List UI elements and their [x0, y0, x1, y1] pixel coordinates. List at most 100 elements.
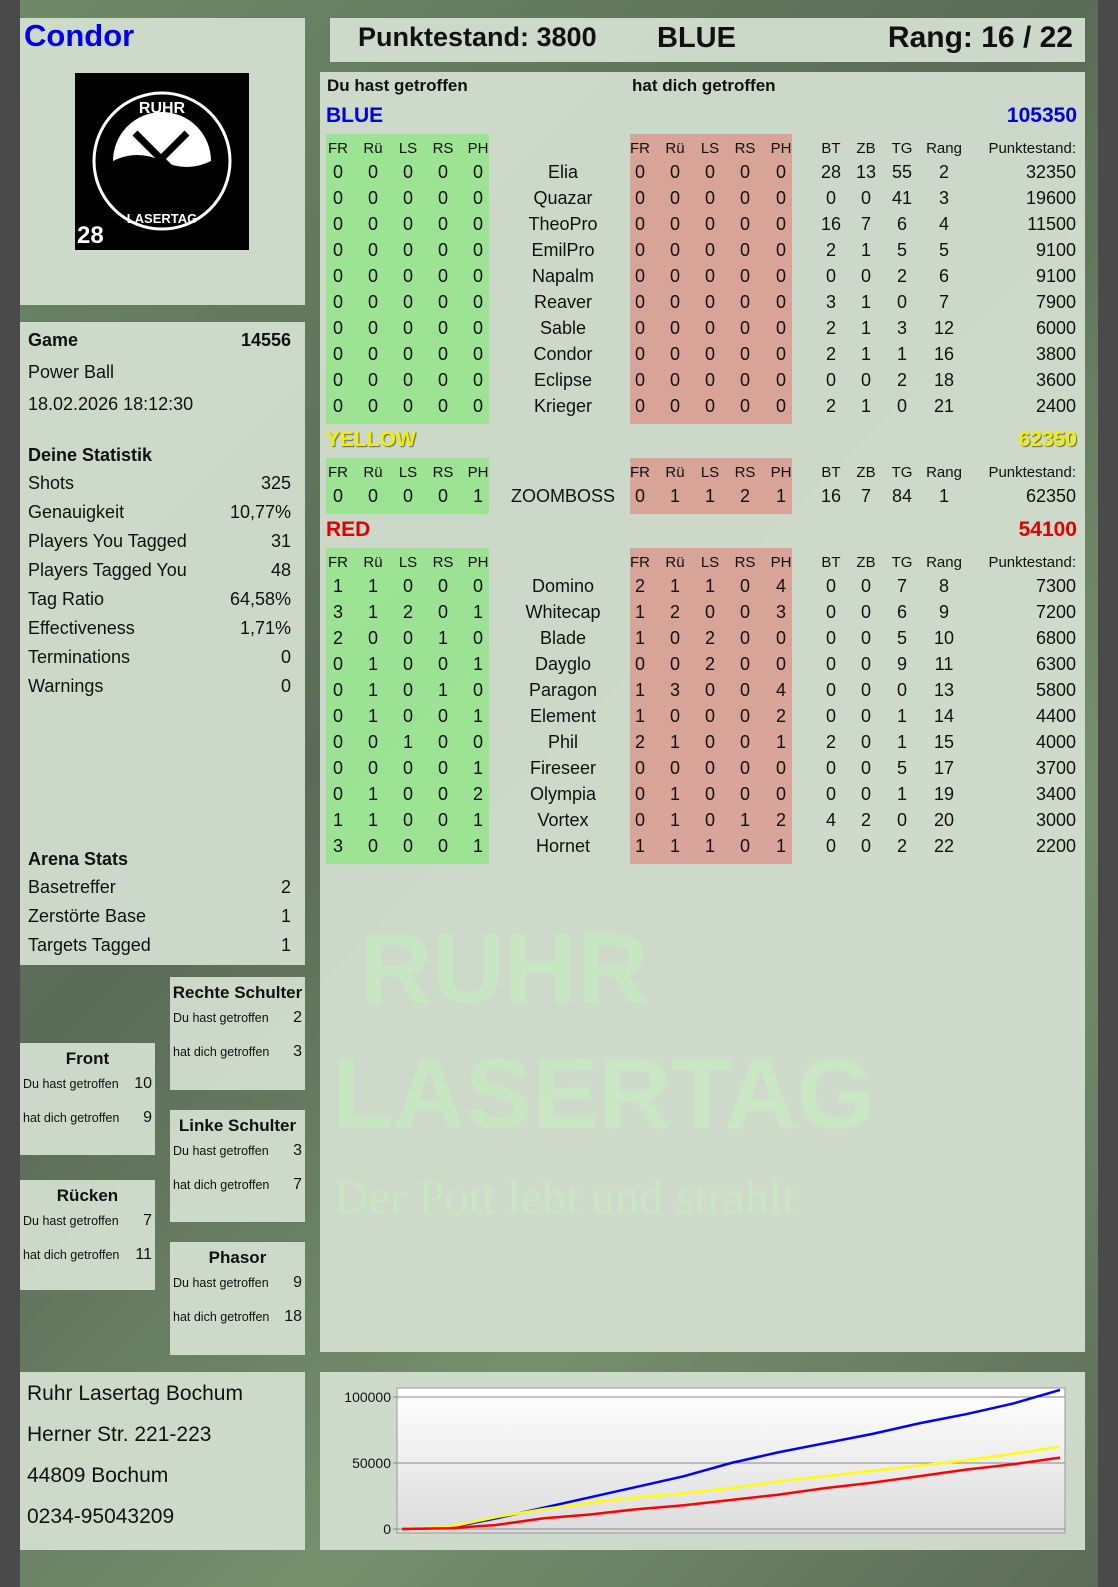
tg-cell: 5 — [896, 628, 908, 648]
you-hit-row: Du hast getroffen 10 — [23, 1075, 152, 1093]
hit-you-cell: 2 — [775, 706, 787, 726]
arena-label: Targets Tagged — [28, 935, 151, 955]
you-hit-cell: 3 — [332, 836, 344, 856]
bt-cell: 16 — [820, 214, 842, 234]
player-name[interactable]: Hornet — [535, 836, 591, 856]
hit-you-cell: 0 — [775, 344, 787, 364]
player-name[interactable]: Quazar — [533, 188, 593, 208]
tg-cell: 5 — [896, 240, 908, 260]
player-panel: Condor RUHR LASERTAG 28 — [20, 18, 305, 305]
hit-you-cell: 0 — [634, 654, 646, 674]
player-name[interactable]: Dayglo — [534, 654, 592, 674]
bt-cell: 0 — [825, 628, 837, 648]
tg-cell: 1 — [896, 344, 908, 364]
tg-cell: 0 — [896, 810, 908, 830]
you-hit-cell: 1 — [367, 654, 379, 674]
hit-you-cell: 0 — [775, 240, 787, 260]
player-name[interactable]: Sable — [539, 318, 587, 338]
arena-value: 1 — [280, 935, 291, 955]
player-name[interactable]: Blade — [539, 628, 587, 648]
you-hit-value: 3 — [293, 1142, 302, 1159]
you-hit-cell: 0 — [332, 396, 344, 416]
you-hit-cell: 0 — [437, 396, 449, 416]
you-hit-cell: 0 — [472, 576, 484, 596]
you-hit-cell: 0 — [332, 370, 344, 390]
you-hit-cell: 0 — [472, 628, 484, 648]
stat-label: Players Tagged You — [28, 560, 187, 580]
col-header: Punktestand: — [988, 554, 1076, 571]
bt-cell: 3 — [825, 292, 837, 312]
score-cell: 6800 — [1035, 628, 1076, 648]
hit-you-cell: 0 — [669, 628, 681, 648]
hit-you-cell: 1 — [669, 810, 681, 830]
hit-you-cell: 0 — [739, 344, 751, 364]
col-header: Rü — [665, 140, 685, 157]
player-name[interactable]: Paragon — [528, 680, 598, 700]
score-cell: 3600 — [1035, 370, 1076, 390]
zb-cell: 0 — [860, 784, 872, 804]
hit-you-cell: 1 — [775, 732, 787, 752]
hitzone-front: Front Du hast getroffen 10 hat dich getroff… — [20, 1043, 155, 1155]
col-header: PH — [770, 464, 792, 481]
player-name[interactable]: Whitecap — [525, 602, 601, 622]
rank-cell: 9 — [938, 602, 950, 622]
y-tick-label: 100000 — [344, 1389, 391, 1405]
player-name[interactable]: Eclipse — [533, 370, 593, 390]
header-bar: Punktestand: 3800 BLUE Rang: 16 / 22 — [330, 18, 1085, 62]
hitzone-phasor: Phasor Du hast getroffen 9 hat dich getroff… — [170, 1242, 305, 1355]
player-name[interactable]: Olympia — [529, 784, 597, 804]
hit-you-cell: 1 — [669, 576, 681, 596]
tg-cell: 1 — [896, 784, 908, 804]
player-name[interactable]: Element — [529, 706, 597, 726]
you-hit-cell: 1 — [472, 706, 484, 726]
hit-you-cell: 0 — [669, 162, 681, 182]
player-name[interactable]: Vortex — [537, 810, 589, 830]
hit-you-cell: 0 — [669, 370, 681, 390]
hit-you-cell: 0 — [704, 240, 716, 260]
player-name[interactable]: Reaver — [533, 292, 593, 312]
hit-you-cell: 1 — [704, 486, 716, 506]
you-hit-cell: 0 — [402, 292, 414, 312]
player-name[interactable]: Condor — [533, 344, 593, 364]
you-hit-cell: 0 — [472, 732, 484, 752]
player-name[interactable]: Fireseer — [529, 758, 597, 778]
arena-label: Zerstörte Base — [28, 906, 147, 926]
hit-you-cell: 1 — [634, 602, 646, 622]
tg-cell: 9 — [896, 654, 908, 674]
you-hit-cell: 0 — [367, 240, 379, 260]
you-hit-cell: 0 — [437, 318, 449, 338]
score-cell: 6300 — [1035, 654, 1076, 674]
hit-you-cell: 0 — [669, 344, 681, 364]
player-name[interactable]: Domino — [531, 576, 595, 596]
zb-cell: 1 — [860, 396, 872, 416]
you-hit-cell: 0 — [437, 188, 449, 208]
score-cell: 2200 — [1035, 836, 1076, 856]
hit-you-cell: 0 — [669, 240, 681, 260]
player-name[interactable]: Elia — [547, 162, 579, 182]
game-datetime: 18.02.2026 18:12:30 — [28, 394, 291, 415]
col-header: TG — [891, 140, 913, 157]
player-name[interactable]: ZOOMBOSS — [510, 486, 616, 506]
hit-you-cell: 0 — [739, 266, 751, 286]
player-name[interactable]: EmilPro — [531, 240, 595, 260]
player-name[interactable]: Krieger — [533, 396, 593, 416]
player-name[interactable]: Napalm — [531, 266, 595, 286]
zb-cell: 1 — [860, 292, 872, 312]
hit-you-cell: 2 — [634, 576, 646, 596]
hit-you-cell: 1 — [704, 576, 716, 596]
address-line: 44809 Bochum — [27, 1464, 169, 1487]
you-hit-cell: 1 — [437, 680, 449, 700]
game-datetime-text: 18.02.2026 18:12:30 — [28, 394, 194, 414]
you-hit-cell: 0 — [332, 292, 344, 312]
you-hit-cell: 0 — [367, 188, 379, 208]
you-hit-cell: 0 — [437, 214, 449, 234]
col-header: FR — [630, 464, 650, 481]
hit-you-value: 7 — [293, 1176, 302, 1193]
you-hit-cell: 3 — [332, 602, 344, 622]
score-cell: 3800 — [1035, 344, 1076, 364]
hit-you-cell: 0 — [704, 396, 716, 416]
player-name[interactable]: Phil — [547, 732, 579, 752]
svg-text:28: 28 — [77, 222, 104, 249]
player-name[interactable]: TheoPro — [528, 214, 598, 234]
game-panel: Game 14556 Power Ball 18.02.2026 18:12:30… — [20, 322, 305, 965]
